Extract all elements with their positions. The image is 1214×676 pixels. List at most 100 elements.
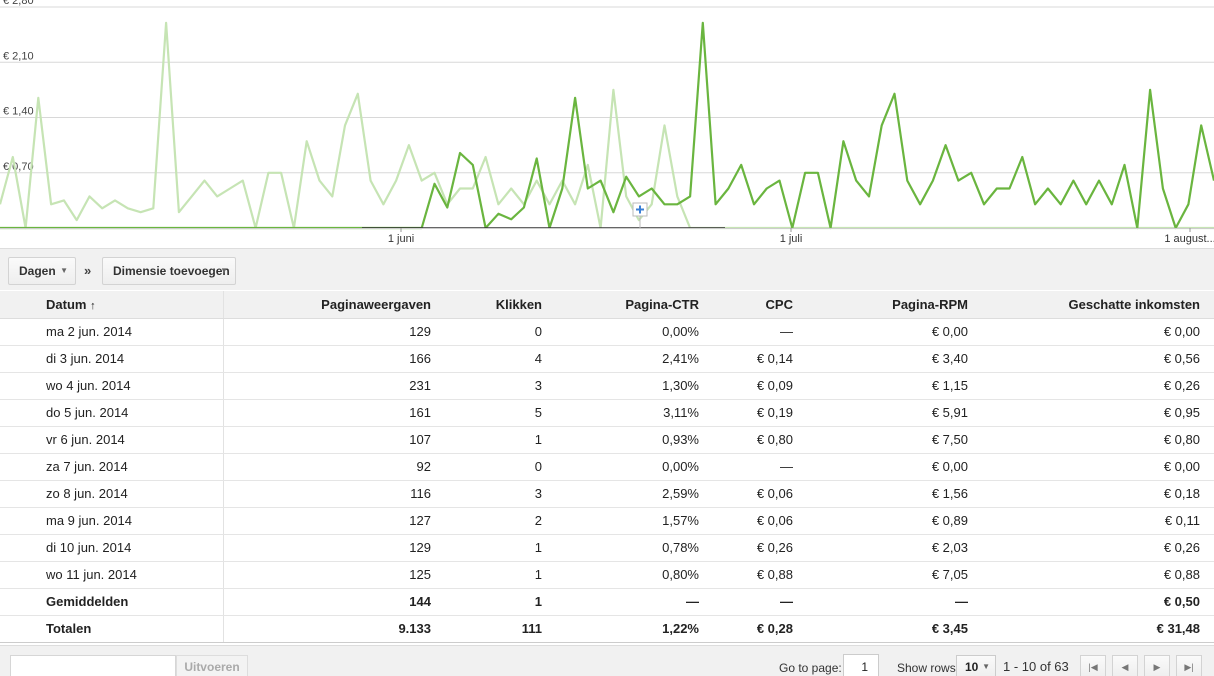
prev-page-icon: ◀ — [1121, 662, 1129, 672]
table-footer: Uitvoeren Go to page: 1 Show rows: 10 ▼ … — [0, 645, 1214, 676]
cell-paginaweergaven: 161 — [223, 399, 445, 427]
table-row: vr 6 jun. 2014 107 1 0,93% € 0,80 € 7,50 € 0,8… — [0, 426, 1214, 454]
sort-asc-icon: ↑ — [90, 299, 96, 312]
cell-pagina-rpm: € 1,56 — [807, 480, 982, 508]
cell-datum: ma 9 jun. 2014 — [0, 507, 224, 535]
cell-cpc: € 0,80 — [713, 426, 807, 454]
cell-pagina-ctr: 0,93% — [556, 426, 713, 454]
cell-pagina-rpm: € 0,00 — [807, 318, 982, 346]
cell-geschatte-inkomsten: € 0,95 — [982, 399, 1214, 427]
x-tick-label: 1 juni — [388, 233, 414, 245]
cell-pagina-rpm: € 1,15 — [807, 372, 982, 400]
cell-pagina-rpm: € 7,05 — [807, 561, 982, 589]
chevron-down-icon: ▼ — [60, 266, 68, 275]
cell-paginaweergaven: 231 — [223, 372, 445, 400]
col-header-pagina-ctr[interactable]: Pagina-CTR — [556, 291, 713, 319]
cell-datum: ma 2 jun. 2014 — [0, 318, 224, 346]
x-tick-label: 1 juli — [780, 233, 803, 245]
last-page-icon: ▶| — [1184, 662, 1194, 672]
cell-datum: zo 8 jun. 2014 — [0, 480, 224, 508]
cell-cpc: € 0,88 — [713, 561, 807, 589]
cell-paginaweergaven: 107 — [223, 426, 445, 454]
cell-cpc: € 0,09 — [713, 372, 807, 400]
cell-klikken: 0 — [445, 453, 556, 481]
cell-geschatte-inkomsten: € 0,80 — [982, 426, 1214, 454]
averages-row: Gemiddelden 144 1— — — € 0,50 — [0, 588, 1214, 616]
cell-pagina-rpm: € 0,89 — [807, 507, 982, 535]
plus-icon[interactable] — [632, 202, 648, 217]
cell-geschatte-inkomsten: € 0,00 — [982, 453, 1214, 481]
cell-pagina-rpm: € 2,03 — [807, 534, 982, 562]
y-tick-label: € 2,10 — [3, 50, 34, 62]
cell-pagina-rpm: € 5,91 — [807, 399, 982, 427]
cell-pagina-ctr: 2,59% — [556, 480, 713, 508]
col-header-cpc[interactable]: CPC — [713, 291, 807, 319]
cell-datum: Totalen — [0, 615, 224, 643]
table-row: ma 9 jun. 2014 127 2 1,57% € 0,06 € 0,89 € 0,1… — [0, 507, 1214, 535]
cell-pagina-ctr: 0,00% — [556, 453, 713, 481]
cell-datum: vr 6 jun. 2014 — [0, 426, 224, 454]
y-tick-label: € 0,70 — [3, 161, 34, 173]
cell-pagina-ctr: 0,00% — [556, 318, 713, 346]
cell-klikken: 1 — [445, 534, 556, 562]
col-header-klikken[interactable]: Klikken — [445, 291, 556, 319]
page-number-input[interactable]: 1 — [843, 654, 879, 676]
col-header-datum[interactable]: Datum ↑ — [0, 291, 224, 319]
chart-svg: € 2,80 € 2,10 € 1,40 € 0,70 1 juni 1 juli 1 au… — [0, 0, 1214, 245]
add-dimension-label: Dimensie toevoegen — [113, 264, 230, 278]
first-page-button[interactable]: |◀ — [1080, 655, 1106, 676]
cell-pagina-ctr: 0,78% — [556, 534, 713, 562]
cell-datum: di 3 jun. 2014 — [0, 345, 224, 373]
last-page-button[interactable]: ▶| — [1176, 655, 1202, 676]
goto-page-label: Go to page: — [779, 661, 842, 675]
dimension-dropdown[interactable]: Dagen ▼ — [8, 257, 76, 285]
cell-pagina-rpm: € 0,00 — [807, 453, 982, 481]
y-tick-label: € 2,80 — [3, 0, 34, 7]
table-row: di 3 jun. 2014 166 4 2,41% € 0,14 € 3,40 € 0,5… — [0, 345, 1214, 373]
cell-cpc: € 0,28 — [713, 615, 807, 643]
col-header-pagina-rpm[interactable]: Pagina-RPM — [807, 291, 982, 319]
cell-datum: wo 11 jun. 2014 — [0, 561, 224, 589]
table-row: do 5 jun. 2014 161 5 3,11% € 0,19 € 5,91 € 0,9… — [0, 399, 1214, 427]
col-header-paginaweergaven[interactable]: Paginaweergaven — [223, 291, 445, 319]
cell-pagina-rpm: € 3,45 — [807, 615, 982, 643]
cell-cpc: € 0,06 — [713, 507, 807, 535]
cell-geschatte-inkomsten: € 31,48 — [982, 615, 1214, 643]
dimension-label: Dagen — [19, 264, 56, 278]
rows-per-page-value: 10 — [965, 660, 979, 674]
cell-klikken: 111 — [445, 615, 556, 643]
cell-geschatte-inkomsten: € 0,00 — [982, 318, 1214, 346]
cell-pagina-ctr: 3,11% — [556, 399, 713, 427]
cell-paginaweergaven: 129 — [223, 318, 445, 346]
cell-klikken: 1 — [445, 588, 556, 616]
series-line-current — [0, 21, 1214, 230]
cell-paginaweergaven: 144 — [223, 588, 445, 616]
cell-cpc: € 0,06 — [713, 480, 807, 508]
first-page-icon: |◀ — [1088, 662, 1098, 672]
filter-input[interactable] — [10, 655, 176, 676]
cell-geschatte-inkomsten: € 0,11 — [982, 507, 1214, 535]
cell-datum: do 5 jun. 2014 — [0, 399, 224, 427]
cell-pagina-ctr: 1,30% — [556, 372, 713, 400]
table-header-row: Datum ↑ Paginaweergaven Klikken Pagina-C… — [0, 291, 1214, 319]
prev-page-button[interactable]: ◀ — [1112, 655, 1138, 676]
chevron-down-icon: ▼ — [220, 266, 228, 275]
next-page-button[interactable]: ▶ — [1144, 655, 1170, 676]
add-dimension-dropdown[interactable]: Dimensie toevoegen ▼ — [102, 257, 236, 285]
cell-paginaweergaven: 92 — [223, 453, 445, 481]
cell-pagina-rpm: € 3,40 — [807, 345, 982, 373]
cell-pagina-rpm: € 7,50 — [807, 426, 982, 454]
cell-cpc: — — [713, 588, 807, 616]
table-row: za 7 jun. 2014 92 0 0,00% — € 0,00 € 0,00 — [0, 453, 1214, 481]
cell-paginaweergaven: 125 — [223, 561, 445, 589]
show-rows-label: Show rows: — [897, 661, 960, 675]
col-header-geschatte-inkomsten[interactable]: Geschatte inkomsten — [982, 291, 1214, 319]
earnings-chart[interactable]: € 2,80 € 2,10 € 1,40 € 0,70 1 juni 1 juli 1 au… — [0, 0, 1214, 248]
cell-datum: wo 4 jun. 2014 — [0, 372, 224, 400]
run-button[interactable]: Uitvoeren — [176, 655, 248, 676]
totals-row: Totalen 9.133 111 1,22% € 0,28 € 3,45 € 31,48 — [0, 615, 1214, 643]
cell-geschatte-inkomsten: € 0,26 — [982, 534, 1214, 562]
cell-klikken: 2 — [445, 507, 556, 535]
rows-per-page-select[interactable]: 10 ▼ — [956, 655, 996, 676]
cell-geschatte-inkomsten: € 0,88 — [982, 561, 1214, 589]
